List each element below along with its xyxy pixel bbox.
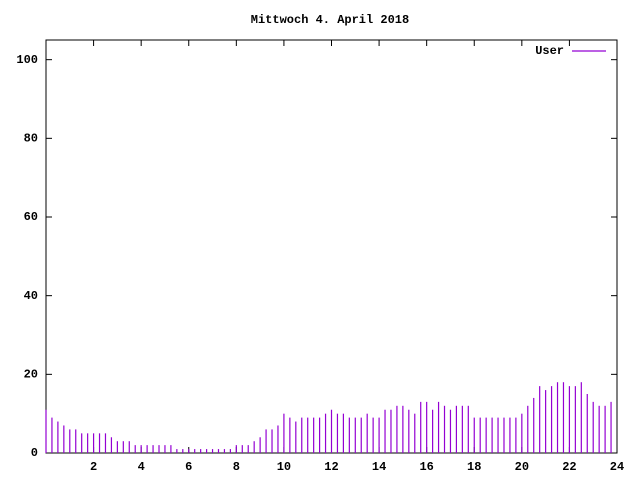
x-tick-label: 14 — [372, 460, 386, 474]
x-tick-label: 4 — [138, 460, 145, 474]
x-tick-label: 2 — [90, 460, 97, 474]
x-tick-label: 24 — [610, 460, 624, 474]
y-tick-label: 80 — [24, 132, 38, 146]
x-tick-label: 22 — [562, 460, 576, 474]
y-tick-label: 60 — [24, 210, 38, 224]
x-tick-label: 10 — [277, 460, 291, 474]
y-tick-label: 20 — [24, 368, 38, 382]
x-tick-label: 8 — [233, 460, 240, 474]
x-tick-label: 20 — [515, 460, 529, 474]
x-tick-label: 16 — [419, 460, 433, 474]
x-tick-label: 6 — [185, 460, 192, 474]
x-tick-label: 12 — [324, 460, 338, 474]
y-tick-label: 0 — [31, 446, 38, 460]
legend-label: User — [535, 44, 564, 58]
chart-title: Mittwoch 4. April 2018 — [251, 13, 409, 27]
y-tick-label: 40 — [24, 289, 38, 303]
x-tick-label: 18 — [467, 460, 481, 474]
y-tick-label: 100 — [16, 53, 38, 67]
